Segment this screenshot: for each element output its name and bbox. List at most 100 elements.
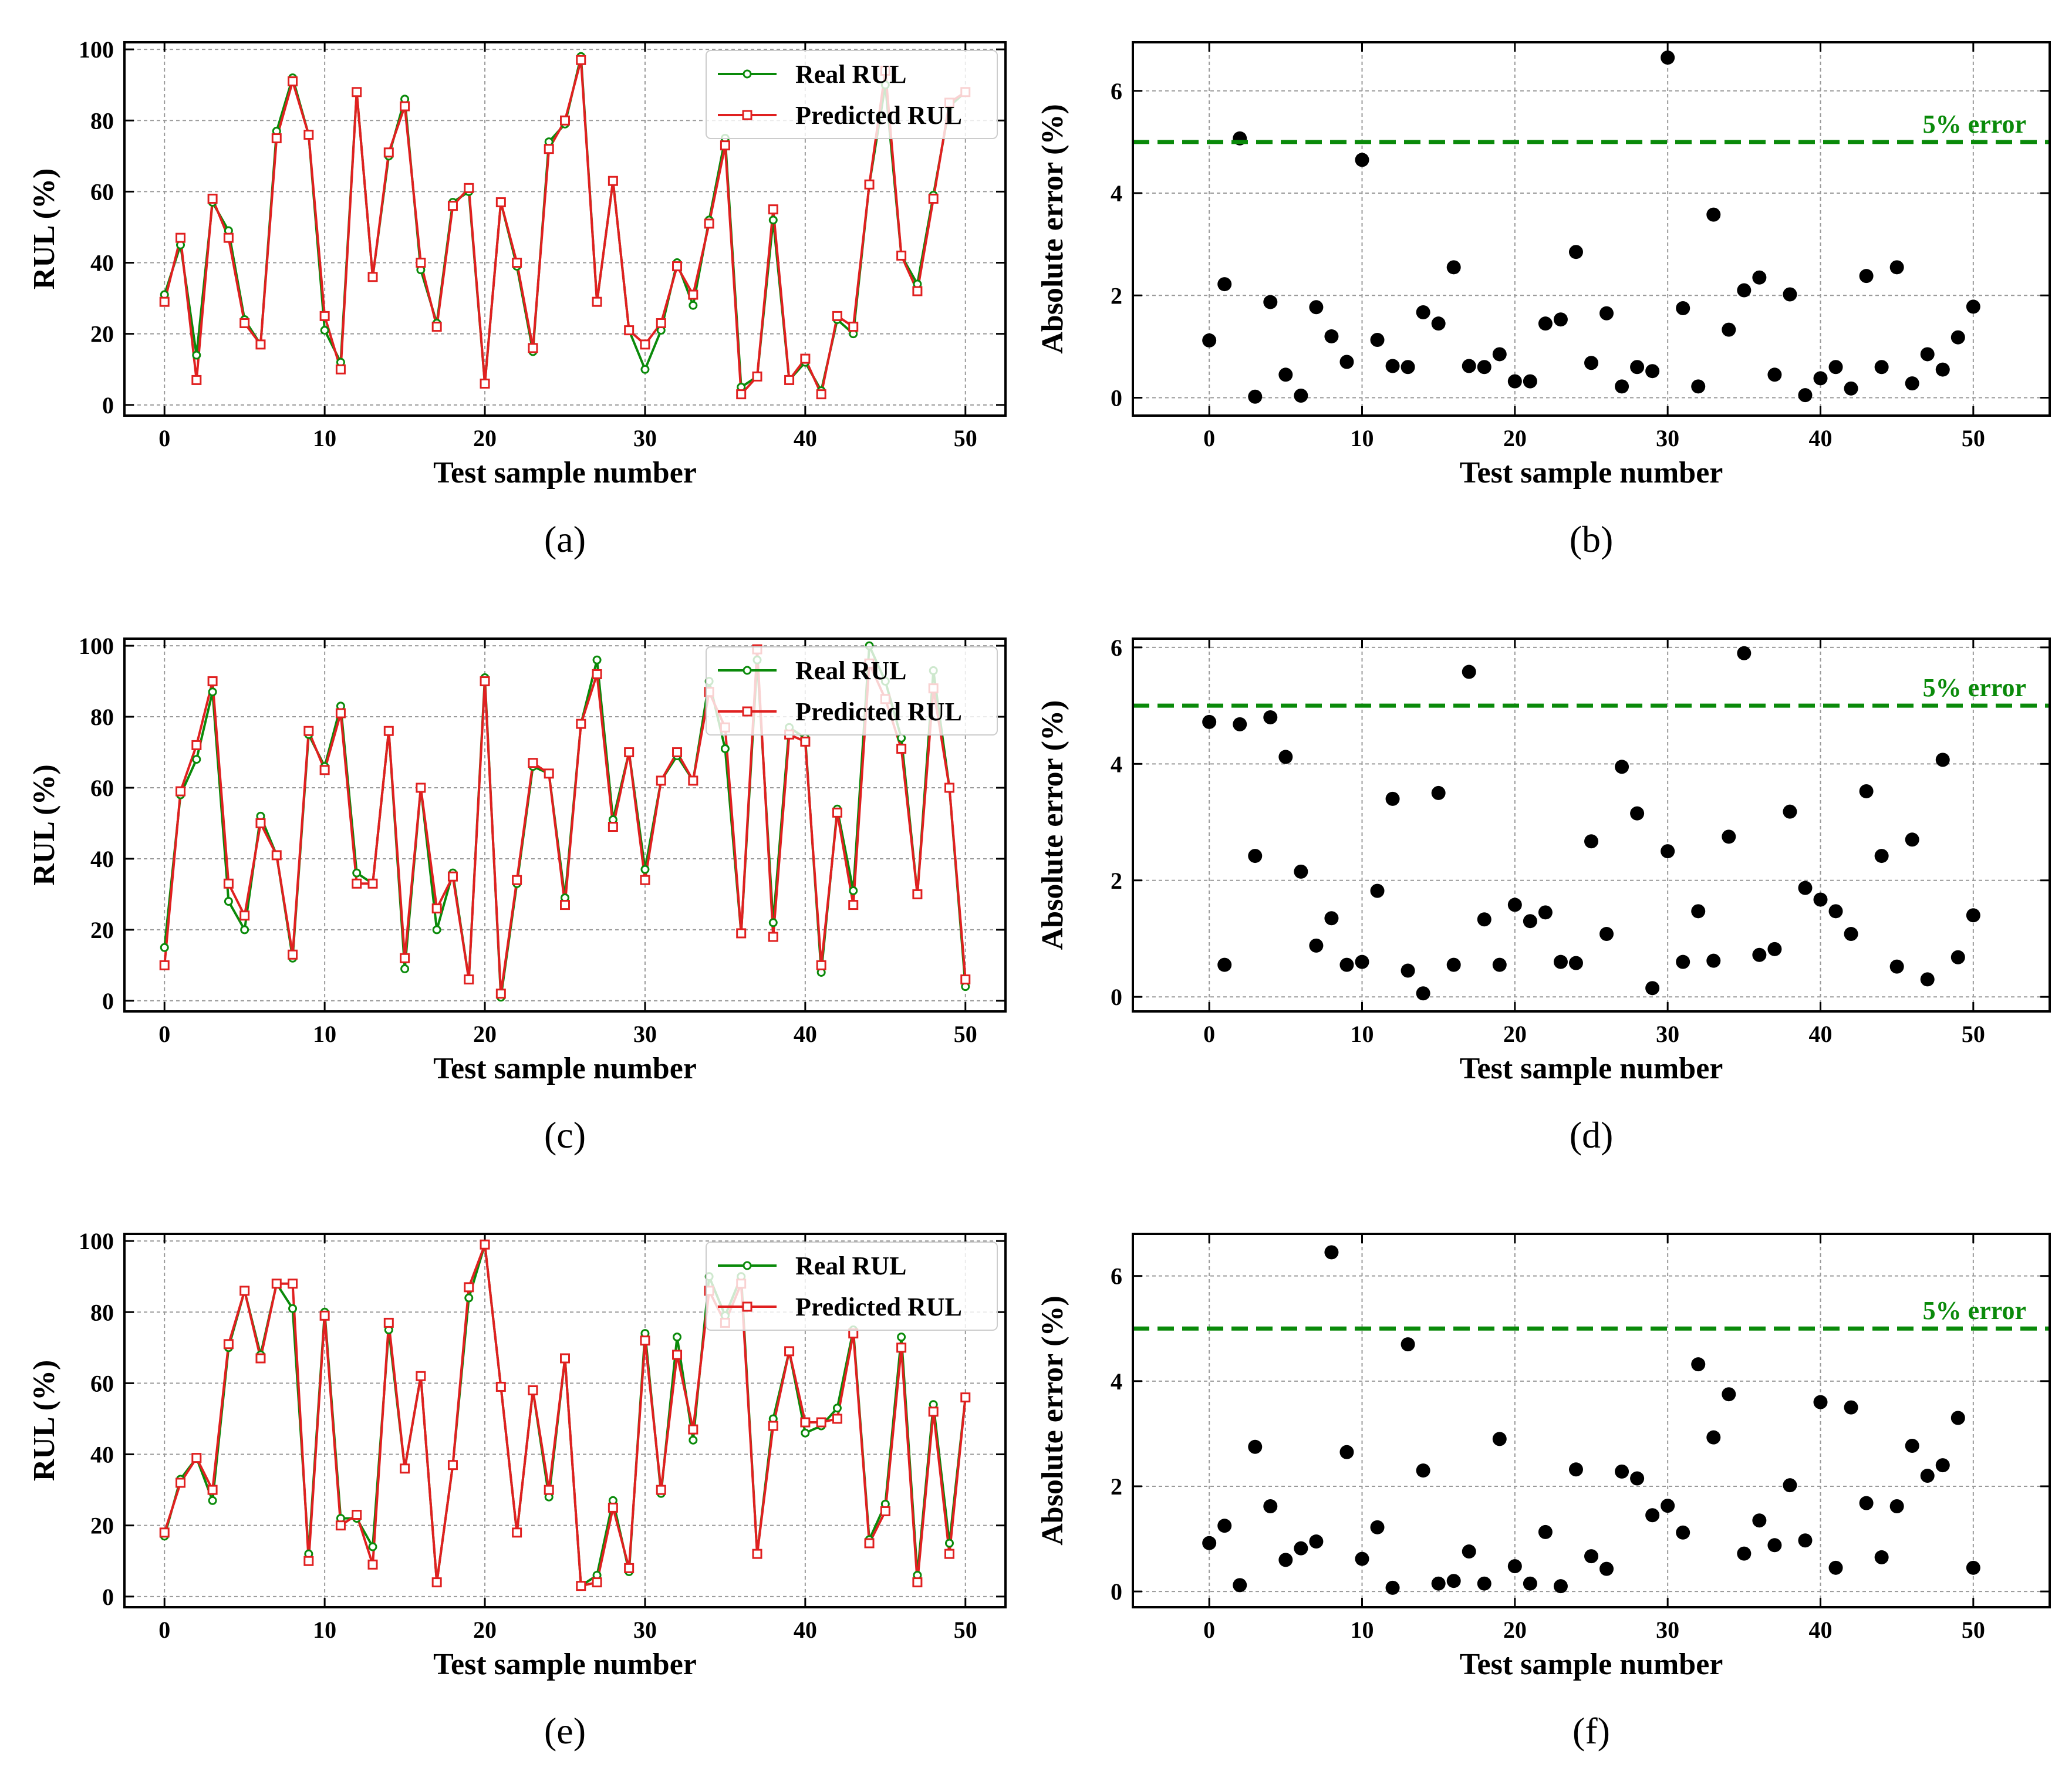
panel-d: 0 10 20 30 40 50 0 2 4 6 5% error Test sample numbe… [1036,635,2051,1156]
axes-frame [1132,41,2051,417]
predicted-rul-point [656,318,666,329]
y-tick-label: 0 [102,1584,114,1610]
predicted-rul-point [352,87,362,97]
predicted-rul-point [191,375,202,385]
x-tick-label: 10 [313,1617,336,1643]
error-point [1370,883,1385,898]
error-point [1920,347,1935,362]
x-tick-label: 20 [1503,425,1527,451]
predicted-rul-point [159,960,170,970]
predicted-rul-point [944,1549,954,1559]
real-rul-point [897,1333,906,1342]
y-tick-label: 40 [90,250,114,276]
error-point [1722,1387,1736,1402]
error-point [1706,207,1721,222]
error-point [1416,986,1430,1001]
error-point [1294,389,1308,403]
error-point [1783,287,1797,302]
predicted-rul-point [191,740,202,750]
predicted-rul-point [944,782,954,793]
error-point [1507,1559,1522,1574]
error-point [1706,1430,1721,1445]
real-rul-point [192,350,201,360]
x-tick-label: 40 [1809,1617,1833,1643]
predicted-rul-point [223,232,234,243]
error-point [1661,844,1675,859]
error-point [1828,904,1843,919]
error-point [1462,1544,1476,1559]
error-point [1950,1411,1965,1425]
legend: Real RUL Predicted RUL [706,1242,998,1331]
predicted-rul-point [271,1279,282,1289]
predicted-rul-point [816,389,826,400]
plot-area [1202,1245,1980,1595]
predicted-rul-point [303,1556,314,1566]
x-tick-label: 30 [1656,425,1679,451]
real-rul-point [400,964,410,973]
threshold-label: 5% error [1923,673,2026,702]
error-point [1385,1580,1400,1595]
error-point [1950,950,1965,964]
error-point [1492,347,1507,362]
real-rul-point [673,1333,682,1342]
error-point [1202,714,1217,729]
y-tick-label: 100 [79,1228,114,1254]
y-tick-label: 40 [90,846,114,872]
predicted-rul-point [255,339,266,350]
error-point [1462,664,1476,679]
error-point [1278,750,1293,764]
predicted-rul-point [239,318,250,329]
error-point [1248,389,1263,404]
y-tick-label: 6 [1111,1263,1122,1290]
error-point [1278,1553,1293,1567]
error-point [1416,305,1430,320]
x-tick-label: 0 [158,1021,170,1047]
error-point [1355,1551,1369,1566]
x-tick-label: 50 [954,1021,977,1047]
predicted-rul-point [768,204,778,215]
predicted-rul-point [159,296,170,307]
y-tick-label: 4 [1111,751,1122,777]
predicted-rul-point [512,1527,522,1538]
error-point [1309,300,1324,315]
error-point [1217,277,1232,292]
x-axis-label: Test sample number [1460,456,1723,490]
x-tick-label: 10 [1351,425,1374,451]
threshold-label: 5% error [1923,1296,2026,1325]
x-tick-label: 40 [794,1617,817,1643]
error-point [1630,1471,1645,1486]
y-tick-label: 0 [102,392,114,419]
predicted-rul-point [416,258,426,268]
y-tick-label: 40 [90,1442,114,1468]
y-tick-label: 0 [1111,984,1122,1010]
predicted-rul-point [560,900,570,910]
predicted-rul-point [239,910,250,921]
real-rul-point [689,1435,698,1445]
predicted-rul-point [560,1353,570,1364]
error-point [1844,1400,1858,1415]
real-rul-point [288,1304,298,1313]
predicted-rul-point [464,183,474,193]
predicted-rul-point [431,1577,442,1588]
real-rul-point [320,326,329,335]
error-point [1859,1496,1874,1510]
panel-c: 0 10 20 30 40 50 0 20 40 60 80 100 Real RUL Predicted… [28,633,1007,1156]
error-point [1523,1576,1537,1591]
error-point [1477,360,1491,375]
predicted-rul-point [592,1577,602,1588]
predicted-rul-point [303,726,314,736]
y-tick-label: 0 [1111,385,1122,411]
error-point [1767,942,1782,956]
y-tick-label: 6 [1111,78,1122,104]
error-point [1324,329,1339,343]
error-point [1798,1533,1813,1548]
error-point [1889,260,1904,275]
legend: Real RUL Predicted RUL [706,646,998,736]
predicted-rul-point [688,289,698,300]
axes-frame [1132,637,2051,1013]
predicted-rul-point [207,1485,218,1495]
predicted-rul-point [416,782,426,793]
predicted-rul-point [784,1346,795,1357]
error-point [1309,1534,1324,1549]
real-rul-point [768,918,778,927]
